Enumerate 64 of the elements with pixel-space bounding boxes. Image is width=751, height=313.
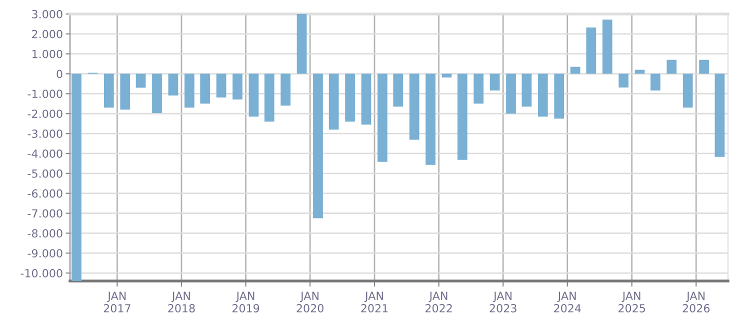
bar — [393, 74, 404, 107]
y-tick-label: -1.000 — [28, 90, 62, 98]
y-tick-label: 3.000 — [32, 10, 62, 18]
bar — [120, 74, 130, 110]
bar — [442, 74, 452, 78]
bar — [200, 74, 210, 104]
bar — [666, 60, 677, 74]
y-tick-label: -7.000 — [28, 209, 62, 218]
y-tick-label: -3.000 — [28, 130, 62, 138]
bar — [586, 28, 596, 74]
bar — [264, 74, 274, 122]
bar — [426, 74, 436, 165]
bar — [296, 14, 307, 74]
bar — [650, 74, 660, 91]
bar — [232, 74, 242, 100]
bar — [280, 74, 291, 106]
y-tick-label: -8.000 — [28, 229, 62, 238]
x-tick-label: JAN 2025 — [618, 292, 646, 312]
bar — [168, 74, 178, 96]
bar — [216, 74, 226, 98]
x-tick-label: JAN 2026 — [682, 292, 710, 312]
y-tick-label: -5.000 — [28, 169, 62, 178]
bar — [634, 70, 645, 74]
bar — [474, 74, 484, 104]
bar — [618, 74, 628, 88]
bar — [714, 74, 725, 157]
bar — [490, 74, 500, 91]
bar — [570, 66, 580, 74]
bar — [457, 74, 468, 160]
bar — [104, 74, 114, 108]
bar — [136, 74, 146, 88]
x-tick-label: JAN 2024 — [554, 292, 581, 312]
x-tick-label: JAN 2022 — [425, 292, 452, 312]
bar — [72, 74, 82, 281]
bar — [682, 74, 693, 108]
x-tick-label: JAN 2018 — [168, 292, 195, 312]
bar — [152, 74, 162, 114]
bar — [328, 74, 339, 130]
y-tick-label: 2.000 — [32, 30, 62, 38]
bar — [554, 74, 564, 119]
bar — [361, 74, 372, 125]
y-tick-label: -6.000 — [28, 189, 62, 198]
bar — [522, 74, 532, 107]
x-tick-label: JAN 2021 — [361, 292, 388, 312]
x-tick-label: JAN 2020 — [296, 292, 324, 312]
x-tick-label: JAN 2017 — [104, 292, 130, 312]
y-tick-label: -9.000 — [28, 249, 62, 258]
bar — [313, 74, 323, 218]
bar — [378, 74, 388, 162]
bar — [409, 74, 420, 140]
y-tick-label: 0 — [56, 70, 62, 78]
bar — [602, 20, 612, 74]
bar — [345, 74, 355, 122]
x-tick-label: JAN 2023 — [490, 292, 516, 312]
bar — [538, 74, 548, 117]
x-tick-label: JAN 2019 — [232, 292, 260, 312]
y-tick-label: 1.000 — [32, 50, 62, 58]
bar — [506, 74, 516, 114]
bar — [248, 74, 259, 117]
y-tick-label: -2.000 — [28, 110, 62, 118]
y-tick-label: -10.000 — [20, 269, 62, 278]
y-tick-label: -4.000 — [28, 149, 62, 158]
bar — [699, 60, 709, 74]
bar — [184, 74, 194, 108]
